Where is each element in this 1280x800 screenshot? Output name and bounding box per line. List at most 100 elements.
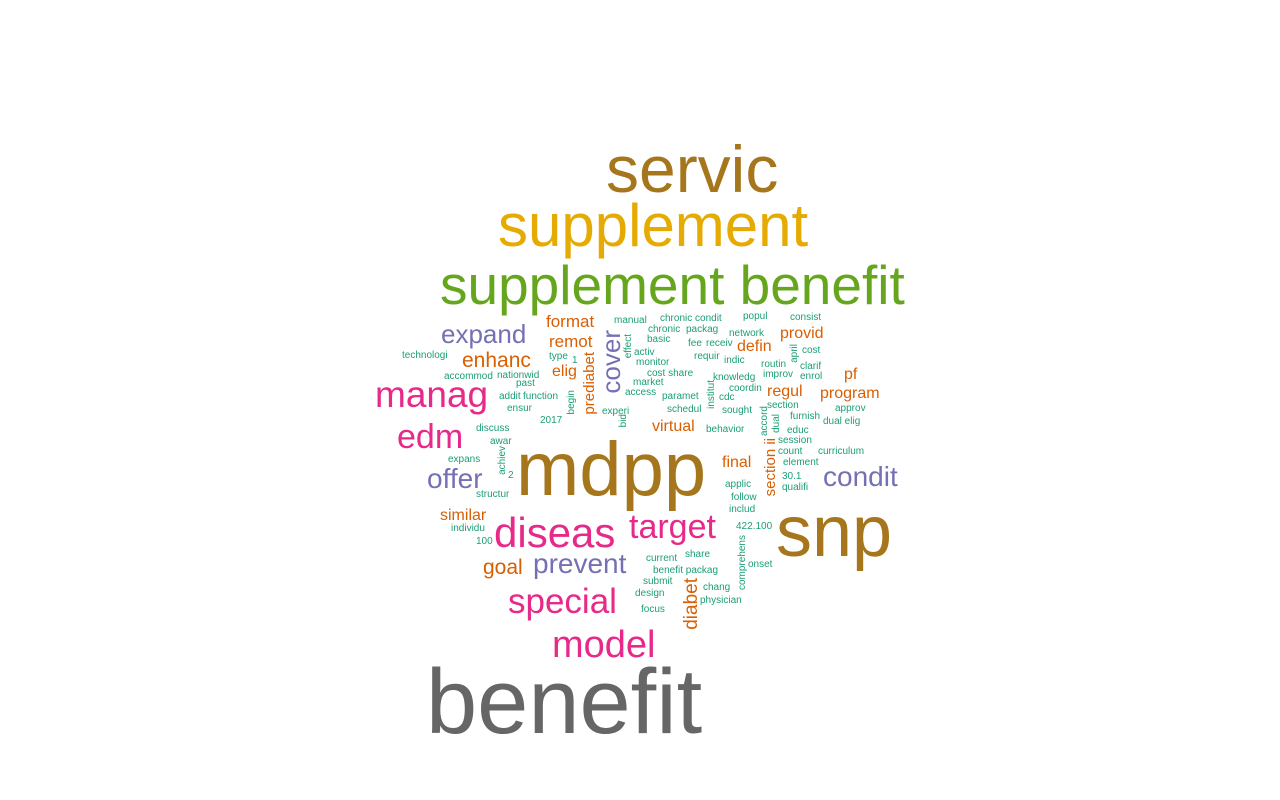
word-mdpp: mdpp (516, 427, 707, 512)
word-enrol: enrol (800, 371, 823, 382)
word-network: network (729, 328, 765, 339)
word-supplement: supplement (498, 192, 809, 259)
word-diabet: diabet (681, 578, 702, 630)
word-element: element (783, 457, 819, 468)
word-cdc: cdc (719, 392, 735, 403)
word-format: format (546, 312, 595, 331)
word-applic: applic (725, 479, 752, 490)
word-coordin: coordin (729, 383, 762, 394)
word-technologi: technologi (402, 350, 448, 361)
word-paramet: paramet (662, 391, 699, 402)
word-experi: experi (602, 406, 630, 417)
word-achiev: achiev (497, 446, 508, 475)
word-fee: fee (688, 338, 702, 349)
word-similar: similar (440, 507, 487, 524)
word-2: 2 (508, 470, 514, 481)
word-accommod: accommod (444, 371, 493, 382)
word-popul: popul (743, 311, 768, 322)
word-clarif: clarif (800, 361, 822, 372)
word-benefit-packag: benefit packag (653, 565, 719, 576)
word-section-ii: section ii (762, 438, 779, 497)
word-snp: snp (776, 492, 893, 572)
word-function: function (523, 391, 559, 402)
word-prevent: prevent (533, 548, 627, 579)
word-past: past (516, 378, 535, 389)
word-cost: cost (802, 345, 821, 356)
word-begin: begin (566, 390, 577, 415)
word-422-100: 422.100 (736, 521, 773, 532)
word-comprehens: comprehens (737, 535, 748, 591)
word-2017: 2017 (540, 415, 563, 426)
word-provid: provid (780, 325, 824, 342)
word-market: market (633, 377, 664, 388)
word-discuss: discuss (476, 423, 510, 434)
word-monitor: monitor (636, 357, 670, 368)
word-section: section (767, 400, 799, 411)
word-bid: bid (618, 414, 629, 428)
word-includ: includ (729, 504, 756, 515)
word-target: target (629, 508, 716, 546)
word-offer: offer (427, 463, 483, 494)
word-basic: basic (647, 334, 671, 345)
word-design: design (635, 588, 665, 599)
word-activ: activ (634, 347, 655, 358)
word-curriculum: curriculum (818, 446, 865, 457)
word-schedul: schedul (667, 404, 702, 415)
word-individu: individu (451, 523, 485, 534)
word-behavior: behavior (706, 424, 745, 435)
word-approv: approv (835, 403, 866, 414)
word-institut: institut (706, 380, 717, 409)
word-edm: edm (397, 418, 464, 456)
word-final: final (722, 454, 752, 471)
word-structur: structur (476, 489, 510, 500)
word-access: access (625, 387, 657, 398)
word-physician: physician (700, 595, 742, 606)
word-prediabet: prediabet (581, 352, 598, 415)
word-expans: expans (448, 454, 481, 465)
word-condit: condit (823, 461, 898, 492)
word-effect: effect (623, 334, 634, 359)
word-virtual: virtual (652, 418, 695, 435)
word-share: share (685, 549, 711, 560)
word-furnish: furnish (790, 411, 821, 422)
word-qualifi: qualifi (782, 482, 809, 493)
word-count: count (778, 446, 803, 457)
word-chronic: chronic (648, 324, 681, 335)
word-expand: expand (441, 319, 527, 349)
word-knowledg: knowledg (713, 372, 756, 383)
word-regul: regul (767, 383, 803, 400)
word-cost-share: cost share (647, 368, 694, 379)
word-cover: cover (596, 330, 626, 394)
word-goal: goal (483, 556, 523, 579)
word-model: model (552, 624, 656, 666)
word-manag: manag (375, 374, 489, 415)
word-chang: chang (703, 582, 731, 593)
word-packag: packag (686, 324, 719, 335)
word-onset: onset (748, 559, 773, 570)
word-routin: routin (761, 359, 787, 370)
word-awar: awar (490, 436, 512, 447)
word-improv: improv (763, 369, 794, 380)
word-submit: submit (643, 576, 673, 587)
word-dual-elig: dual elig (823, 416, 861, 427)
word-focus: focus (641, 604, 665, 615)
word-ensur: ensur (507, 403, 533, 414)
word-session: session (778, 435, 812, 446)
word-30-1: 30.1 (782, 471, 802, 482)
word-consist: consist (790, 312, 822, 323)
word-addit: addit (499, 391, 521, 402)
word-type: type (549, 351, 568, 362)
word-1: 1 (572, 355, 578, 366)
word-april: april (789, 344, 800, 363)
word-program: program (820, 385, 880, 402)
word-accord: accord (759, 406, 770, 437)
word-receiv: receiv (706, 338, 733, 349)
word-nationwid: nationwid (497, 370, 540, 381)
word-special: special (508, 582, 617, 621)
word-supplement-benefit: supplement benefit (440, 254, 905, 316)
word-chronic-condit: chronic condit (660, 313, 722, 324)
word-100: 100 (476, 536, 493, 547)
word-dual: dual (771, 414, 782, 433)
word-benefit: benefit (426, 651, 703, 753)
